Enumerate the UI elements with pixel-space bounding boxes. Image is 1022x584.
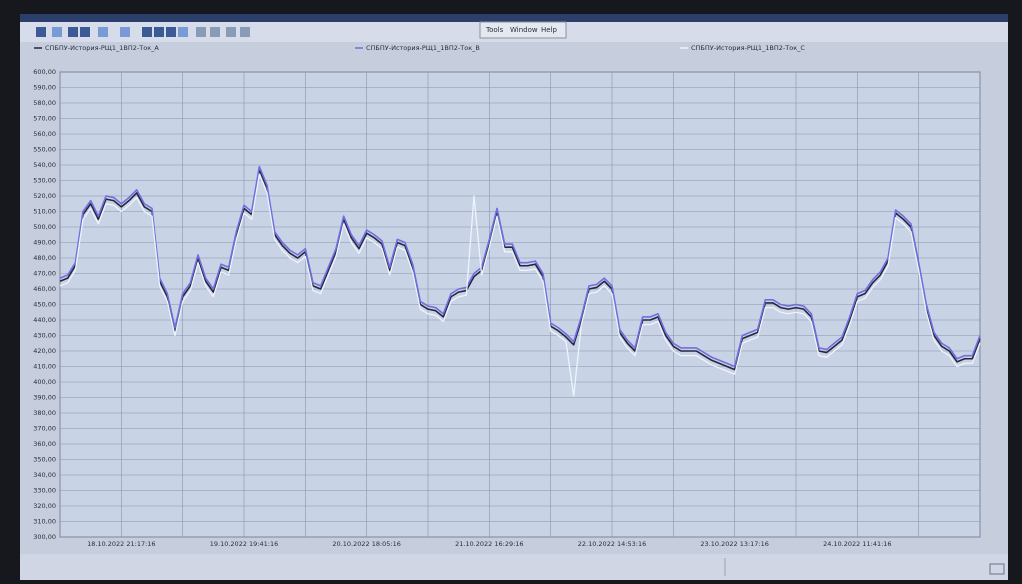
y-tick-label: 540,00 (33, 161, 56, 169)
y-tick-label: 460,00 (33, 285, 56, 293)
y-tick-label: 430,00 (33, 332, 56, 340)
x-tick-label: 24.10.2022 11:41:16 (823, 540, 891, 548)
x-tick-label: 23.10.2022 13:17:16 (700, 540, 768, 548)
y-tick-label: 310,00 (33, 518, 56, 526)
y-tick-label: 450,00 (33, 301, 56, 309)
y-tick-label: 340,00 (33, 471, 56, 479)
y-tick-label: 500,00 (33, 223, 56, 231)
y-tick-label: 530,00 (33, 177, 56, 185)
y-tick-label: 410,00 (33, 363, 56, 371)
status-bar (20, 554, 1008, 580)
y-tick-label: 440,00 (33, 316, 56, 324)
y-tick-label: 490,00 (33, 239, 56, 247)
y-tick-label: 400,00 (33, 378, 56, 386)
menu-item[interactable]: Window (510, 26, 538, 34)
y-tick-label: 560,00 (33, 130, 56, 138)
y-tick-label: 550,00 (33, 146, 56, 154)
y-tick-label: 390,00 (33, 394, 56, 402)
y-tick-label: 320,00 (33, 502, 56, 510)
title-bar (20, 14, 1008, 22)
y-tick-label: 420,00 (33, 347, 56, 355)
menu-item[interactable]: Tools (485, 26, 504, 34)
legend-label: СПБПУ-История-РЩ1_1ВП2-Ток_B (366, 44, 480, 52)
y-tick-label: 300,00 (33, 533, 56, 541)
x-tick-label: 22.10.2022 14:53:16 (578, 540, 646, 548)
menu-item[interactable]: Help (541, 26, 558, 34)
y-tick-label: 570,00 (33, 115, 56, 123)
x-tick-label: 20.10.2022 18:05:16 (332, 540, 400, 548)
legend-label: СПБПУ-История-РЩ1_1ВП2-Ток_A (45, 44, 159, 52)
y-tick-label: 350,00 (33, 456, 56, 464)
x-tick-label: 19.10.2022 19:41:16 (210, 540, 278, 548)
screen: Tools Window Help СПБПУ-История-РЩ1_1ВП2… (0, 0, 1022, 584)
x-tick-label: 18.10.2022 21:17:16 (87, 540, 155, 548)
page: Tools Window Help СПБПУ-История-РЩ1_1ВП2… (0, 0, 1022, 584)
y-tick-label: 510,00 (33, 208, 56, 216)
y-tick-label: 520,00 (33, 192, 56, 200)
y-tick-label: 590,00 (33, 84, 56, 92)
x-tick-label: 21.10.2022 16:29:16 (455, 540, 523, 548)
y-tick-label: 480,00 (33, 254, 56, 262)
legend-label: СПБПУ-История-РЩ1_1ВП2-Ток_C (691, 44, 805, 52)
y-tick-label: 580,00 (33, 99, 56, 107)
y-tick-label: 360,00 (33, 440, 56, 448)
y-tick-label: 370,00 (33, 425, 56, 433)
y-tick-label: 470,00 (33, 270, 56, 278)
y-tick-label: 380,00 (33, 409, 56, 417)
y-tick-label: 330,00 (33, 487, 56, 495)
y-tick-label: 600,00 (33, 68, 56, 76)
toolbar-icons (36, 27, 250, 37)
